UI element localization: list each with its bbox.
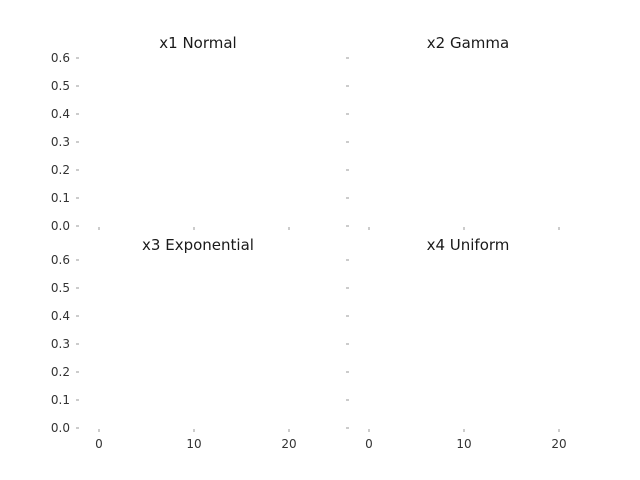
- y-tick-label: 0.1: [51, 393, 70, 407]
- y-tick-label: 0.5: [51, 79, 70, 93]
- x-tick-label: 0: [95, 437, 103, 451]
- y-tick-label: 0.4: [51, 309, 70, 323]
- x-tick-label: 20: [281, 437, 296, 451]
- y-tick-label: 0.4: [51, 107, 70, 121]
- x-tick-label: 10: [456, 437, 471, 451]
- y-tick-label: 0.0: [51, 219, 70, 233]
- y-tick-label: 0.3: [51, 135, 70, 149]
- panel-x3-exponential: x3 Exponential 0.0 0.1 0.2 0.3 0.4 0.5 0.6 0 10 20: [51, 236, 297, 451]
- y-tick-label: 0.2: [51, 365, 70, 379]
- panel-x2-gamma: x2 Gamma: [346, 34, 560, 230]
- panel-title-x3-exponential: x3 Exponential: [142, 236, 254, 254]
- y-tick-label: 0.3: [51, 337, 70, 351]
- y-tick-label: 0.5: [51, 281, 70, 295]
- panel-title-x1-normal: x1 Normal: [159, 34, 236, 52]
- panel-x4-uniform: x4 Uniform 0 10 20: [346, 236, 567, 451]
- y-tick-label: 0.6: [51, 51, 70, 65]
- x-tick-label: 10: [186, 437, 201, 451]
- x-tick-label: 20: [551, 437, 566, 451]
- panel-x1-normal: x1 Normal 0.0 0.1 0.2 0.3 0.4 0.5 0.6: [51, 34, 290, 233]
- y-tick-label: 0.1: [51, 191, 70, 205]
- y-tick-label: 0.0: [51, 421, 70, 435]
- y-tick-label: 0.6: [51, 253, 70, 267]
- panel-title-x2-gamma: x2 Gamma: [427, 34, 509, 52]
- y-tick-label: 0.2: [51, 163, 70, 177]
- x-tick-label: 0: [365, 437, 373, 451]
- panel-title-x4-uniform: x4 Uniform: [427, 236, 510, 254]
